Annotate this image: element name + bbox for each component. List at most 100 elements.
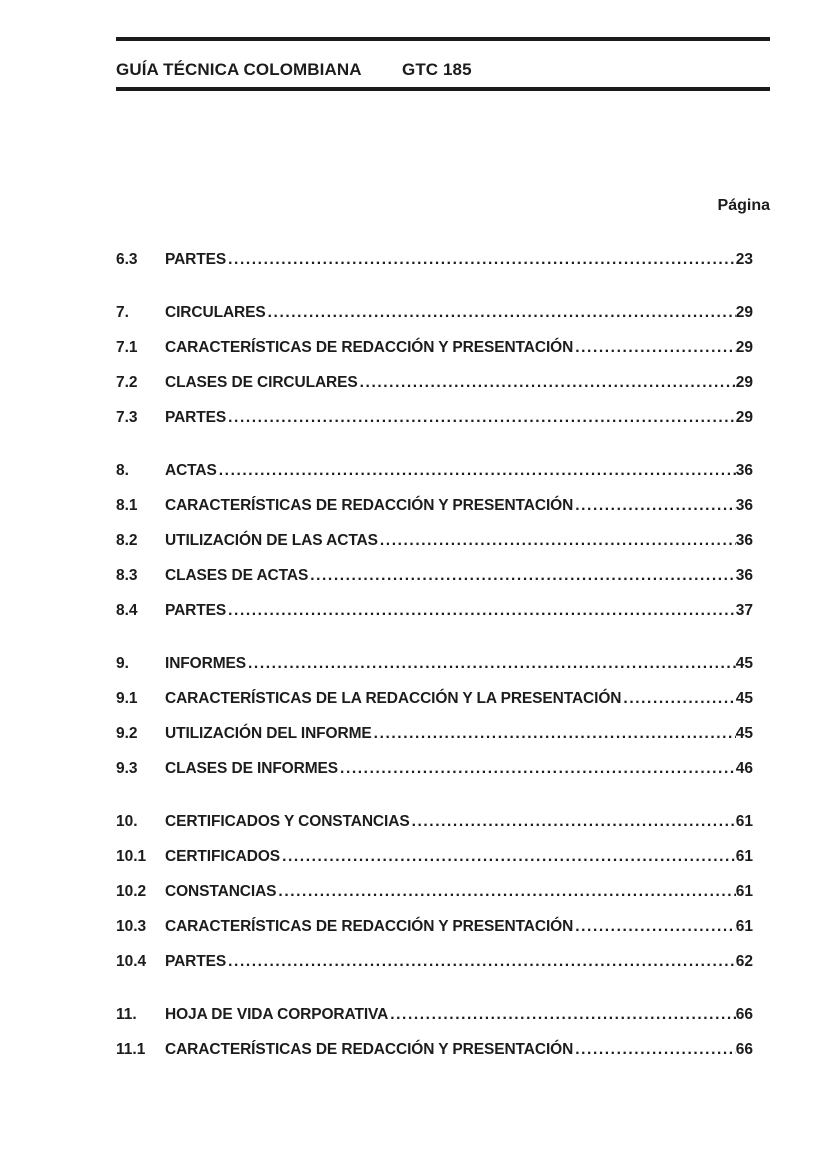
toc-row: 11. HOJA DE VIDA CORPORATIVA ...........…: [116, 1006, 753, 1024]
toc-entry-number: 6.3: [116, 251, 138, 268]
toc-entry-page: 45: [735, 725, 753, 742]
toc-leader-dots: ........................................…: [278, 883, 735, 900]
toc-row: 9.3 CLASES DE INFORMES .................…: [116, 760, 753, 778]
toc-leader-dots: ........................................…: [575, 918, 736, 935]
toc-entry-page: 61: [735, 813, 753, 830]
toc-entry-title: CIRCULARES: [165, 304, 266, 321]
toc-entry-number: 10.2: [116, 883, 147, 900]
toc-row: 9. INFORMES ............................…: [116, 655, 753, 673]
toc-entry-page: 61: [735, 848, 753, 865]
toc-leader-dots: ........................................…: [228, 953, 736, 970]
toc-entry-title: PARTES: [165, 602, 227, 619]
toc-entry-number: 10.: [116, 813, 138, 830]
toc-entry-page: 45: [735, 655, 753, 672]
toc-entry-title: CLASES DE CIRCULARES: [165, 374, 358, 391]
toc-entry-title: PARTES: [165, 409, 227, 426]
toc-entry-title: PARTES: [165, 251, 227, 268]
toc-entry-page: 45: [735, 690, 753, 707]
toc-leader-dots: ........................................…: [390, 1006, 736, 1023]
toc-entry-number: 9.: [116, 655, 129, 672]
toc-leader-dots: ........................................…: [575, 497, 736, 514]
toc-entry-page: 29: [735, 374, 753, 391]
toc-entry-page: 36: [735, 497, 753, 514]
toc-row: 8.2 UTILIZACIÓN DE LAS ACTAS ...........…: [116, 532, 753, 550]
toc-entry-page: 23: [735, 251, 753, 268]
toc-entry-page: 37: [735, 602, 753, 619]
toc-row: 7.3 PARTES .............................…: [116, 409, 753, 427]
header-title: GUÍA TÉCNICA COLOMBIANA: [116, 60, 362, 79]
toc-leader-dots: ........................................…: [575, 339, 736, 356]
toc-entry-number: 11.: [116, 1006, 137, 1023]
toc-leader-dots: ........................................…: [340, 760, 736, 777]
toc-row: 8.4 PARTES .............................…: [116, 602, 753, 620]
toc-entry-page: 36: [735, 567, 753, 584]
toc-entry-number: 8.3: [116, 567, 138, 584]
toc-entry-title: CLASES DE INFORMES: [165, 760, 339, 777]
toc-entry-title: CERTIFICADOS: [165, 848, 281, 865]
toc-row: 7. CIRCULARES ..........................…: [116, 304, 753, 322]
table-of-contents: 6.3 PARTES .............................…: [116, 251, 753, 1059]
toc-entry-page: 62: [735, 953, 753, 970]
page-header: GUÍA TÉCNICA COLOMBIANA GTC 185: [116, 60, 770, 80]
header-doc-code: GTC 185: [402, 60, 472, 79]
toc-entry-page: 61: [735, 918, 753, 935]
toc-entry-title: CARACTERÍSTICAS DE LA REDACCIÓN Y LA PRE…: [165, 690, 622, 707]
toc-entry-page: 29: [735, 409, 753, 426]
toc-entry-number: 7.2: [116, 374, 138, 391]
toc-entry-number: 7.3: [116, 409, 138, 426]
toc-row: 9.2 UTILIZACIÓN DEL INFORME ............…: [116, 725, 753, 743]
toc-leader-dots: ........................................…: [228, 251, 736, 268]
toc-leader-dots: ........................................…: [228, 602, 736, 619]
toc-leader-dots: ........................................…: [379, 532, 736, 549]
toc-entry-number: 8.1: [116, 497, 138, 514]
toc-row: 10.3 CARACTERÍSTICAS DE REDACCIÓN Y PRES…: [116, 918, 753, 936]
toc-entry-title: CERTIFICADOS Y CONSTANCIAS: [165, 813, 410, 830]
toc-entry-page: 66: [735, 1006, 753, 1023]
toc-leader-dots: ........................................…: [359, 374, 736, 391]
toc-leader-dots: ........................................…: [310, 567, 736, 584]
toc-entry-number: 9.3: [116, 760, 138, 777]
header-rule-bottom: [116, 87, 770, 91]
toc-entry-number: 9.1: [116, 690, 138, 707]
toc-row: 7.2 CLASES DE CIRCULARES ...............…: [116, 374, 753, 392]
toc-entry-page: 61: [735, 883, 753, 900]
toc-leader-dots: ........................................…: [411, 813, 736, 830]
toc-entry-title: CARACTERÍSTICAS DE REDACCIÓN Y PRESENTAC…: [165, 339, 574, 356]
toc-entry-title: CONSTANCIAS: [165, 883, 277, 900]
toc-row: 8.3 CLASES DE ACTAS ....................…: [116, 567, 753, 585]
toc-entry-page: 46: [735, 760, 753, 777]
toc-row: 6.3 PARTES .............................…: [116, 251, 753, 269]
toc-leader-dots: ........................................…: [282, 848, 736, 865]
toc-entry-page: 29: [735, 304, 753, 321]
toc-entry-page: 29: [735, 339, 753, 356]
toc-row: 10.2 CONSTANCIAS .......................…: [116, 883, 753, 901]
toc-row: 10. CERTIFICADOS Y CONSTANCIAS .........…: [116, 813, 753, 831]
toc-entry-number: 8.2: [116, 532, 138, 549]
toc-entry-title: CARACTERÍSTICAS DE REDACCIÓN Y PRESENTAC…: [165, 918, 574, 935]
toc-row: 8.1 CARACTERÍSTICAS DE REDACCIÓN Y PRESE…: [116, 497, 753, 515]
toc-row: 11.1 CARACTERÍSTICAS DE REDACCIÓN Y PRES…: [116, 1041, 753, 1059]
toc-row: 9.1 CARACTERÍSTICAS DE LA REDACCIÓN Y LA…: [116, 690, 753, 708]
toc-entry-number: 10.3: [116, 918, 147, 935]
toc-row: 8. ACTAS ...............................…: [116, 462, 753, 480]
toc-entry-title: UTILIZACIÓN DEL INFORME: [165, 725, 372, 742]
toc-entry-page: 66: [735, 1041, 753, 1058]
toc-entry-title: INFORMES: [165, 655, 247, 672]
toc-leader-dots: ........................................…: [373, 725, 736, 742]
toc-leader-dots: ........................................…: [228, 409, 736, 426]
toc-leader-dots: ........................................…: [218, 462, 736, 479]
toc-entry-title: UTILIZACIÓN DE LAS ACTAS: [165, 532, 378, 549]
toc-row: 10.4 PARTES ............................…: [116, 953, 753, 971]
toc-entry-title: CLASES DE ACTAS: [165, 567, 309, 584]
toc-entry-title: CARACTERÍSTICAS DE REDACCIÓN Y PRESENTAC…: [165, 1041, 574, 1058]
toc-leader-dots: ........................................…: [267, 304, 736, 321]
toc-leader-dots: ........................................…: [623, 690, 736, 707]
toc-entry-title: CARACTERÍSTICAS DE REDACCIÓN Y PRESENTAC…: [165, 497, 574, 514]
toc-entry-page: 36: [735, 532, 753, 549]
toc-entry-number: 10.4: [116, 953, 147, 970]
page-column-label: Página: [717, 197, 770, 214]
toc-entry-title: HOJA DE VIDA CORPORATIVA: [165, 1006, 389, 1023]
toc-entry-number: 10.1: [116, 848, 147, 865]
toc-entry-number: 7.1: [116, 339, 138, 356]
toc-leader-dots: ........................................…: [575, 1041, 736, 1058]
